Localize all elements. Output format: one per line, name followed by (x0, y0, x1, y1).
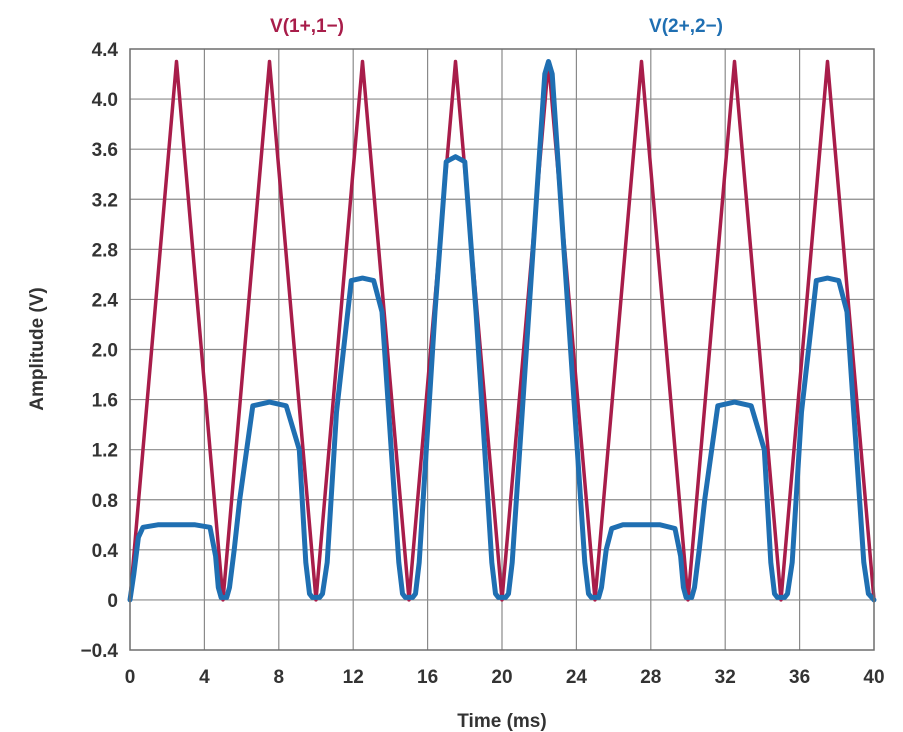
y-tick-label: 1.2 (92, 441, 118, 462)
y-tick-label: 0 (107, 591, 118, 612)
y-tick-label: 3.2 (92, 190, 118, 211)
x-tick-label: 28 (640, 667, 661, 688)
y-tick-label: 2.8 (92, 240, 118, 261)
y-tick-labels: 4.4 4.0 3.6 3.2 2.8 2.4 2.0 1.6 1.2 0.8 0.4 0 −0.4 (80, 40, 118, 662)
y-axis-title: Amplitude (V) (27, 287, 48, 411)
y-tick-label: −0.4 (80, 641, 118, 662)
x-tick-label: 40 (863, 667, 884, 688)
x-tick-label: 4 (199, 667, 210, 688)
series-line-2 (127, 59, 877, 603)
x-tick-label: 36 (789, 667, 810, 688)
data-series (127, 59, 877, 603)
plot-frame (129, 48, 875, 651)
y-tick-label: 2.0 (92, 341, 118, 362)
y-tick-label: 4.0 (92, 90, 118, 111)
x-tick-labels: 0 4 8 12 16 20 24 28 32 36 40 (125, 667, 885, 688)
y-tick-label: 4.4 (92, 40, 119, 61)
x-tick-label: 0 (125, 667, 136, 688)
x-tick-label: 16 (417, 667, 438, 688)
x-tick-label: 8 (274, 667, 285, 688)
y-tick-label: 0.8 (92, 491, 118, 512)
x-tick-label: 32 (715, 667, 736, 688)
y-tick-label: 3.6 (92, 140, 118, 161)
legend-series-2: V(2+,2−) (649, 16, 723, 37)
x-axis-title: Time (ms) (457, 711, 546, 732)
y-tick-label: 2.4 (92, 290, 119, 311)
y-tick-label: 1.6 (92, 391, 118, 412)
x-tick-label: 20 (491, 667, 512, 688)
legend-series-1: V(1+,1−) (270, 16, 344, 37)
x-tick-label: 12 (343, 667, 364, 688)
y-tick-label: 0.4 (92, 541, 119, 562)
x-tick-label: 24 (566, 667, 588, 688)
